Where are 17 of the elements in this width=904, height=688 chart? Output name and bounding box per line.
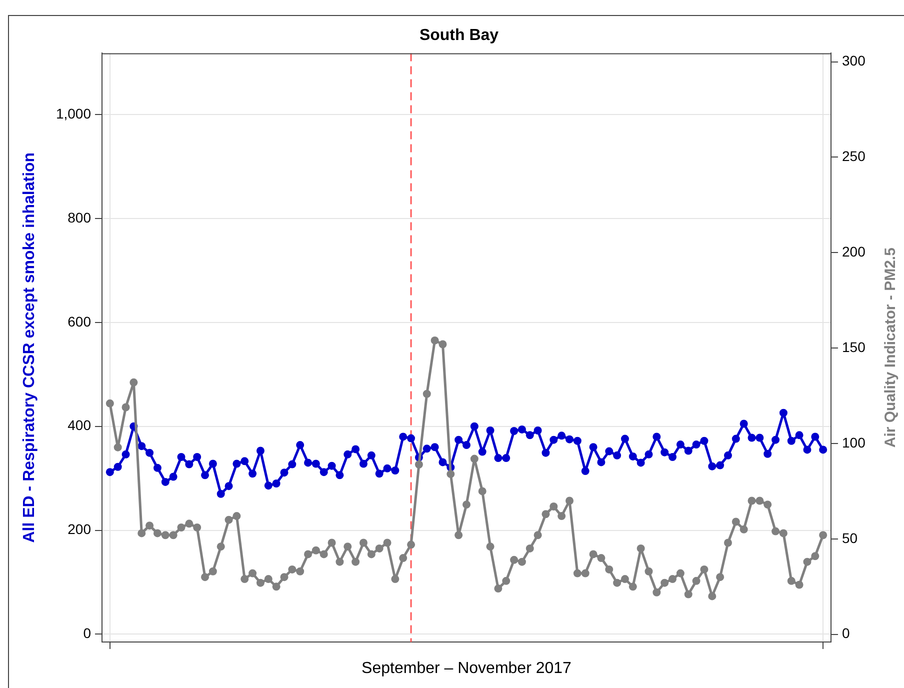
chart-title: South Bay	[419, 27, 499, 44]
y2-tick-label: 50	[842, 530, 858, 546]
y-tick-label: 400	[68, 417, 92, 434]
y2-tick-label: 100	[842, 434, 866, 450]
y2-tick-label: 150	[842, 338, 866, 355]
y2-tick-label: 250	[842, 148, 866, 164]
y-tick-label: 200	[68, 521, 92, 538]
y2-axis-title: Air Quality Indicator - PM2.5	[882, 248, 900, 448]
y-tick-label: 0	[83, 625, 92, 642]
y2-tick-label: 300	[842, 52, 866, 69]
y-tick-label: 600	[68, 313, 92, 330]
y2-tick-label: 0	[842, 625, 850, 642]
y2-tick-label: 200	[842, 244, 866, 260]
y-tick-label: 1,000	[56, 105, 92, 122]
y-axis-title: All ED - Respiratory CCSR except smoke inhalation	[21, 152, 38, 543]
x-axis-title: September – November 2017	[362, 660, 572, 677]
y-tick-label: 800	[68, 209, 92, 226]
